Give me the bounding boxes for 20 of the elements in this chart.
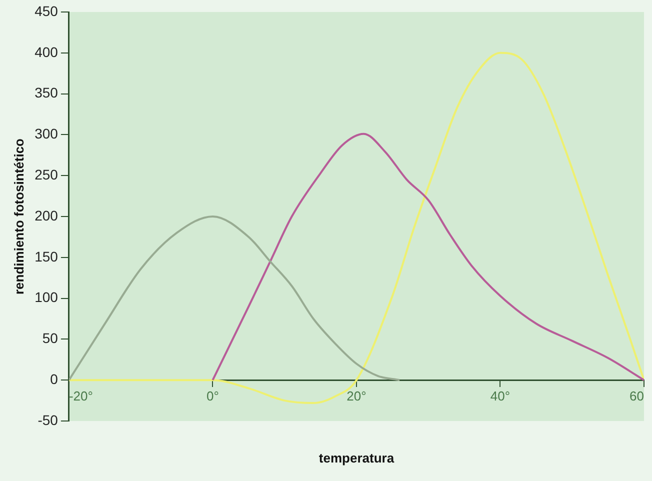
x-tick-label: 40° (490, 388, 510, 404)
line-series (68, 216, 401, 382)
line-series (212, 132, 644, 382)
y-tick-label: 350 (34, 84, 58, 101)
y-axis-title: rendimiento fotosintético (11, 138, 26, 294)
y-tick-label: 100 (34, 289, 58, 306)
y-tick-label: 450 (34, 2, 58, 19)
y-tick-label: 400 (34, 44, 58, 60)
y-tick-label: 250 (34, 166, 58, 182)
x-tick-label: 60 (630, 388, 644, 404)
y-tick-label: -50 (38, 412, 58, 428)
y-tick-label: 0 (50, 370, 58, 387)
y-tick-label: 150 (34, 248, 58, 264)
y-tick-label: 300 (34, 126, 58, 142)
x-tick-label: 0° (206, 388, 219, 404)
x-tick-label: -20° (68, 388, 93, 404)
x-axis-title: temperatura (318, 450, 395, 466)
y-tick-label: 200 (34, 207, 58, 224)
y-tick-label: 50 (42, 330, 58, 346)
x-tick-label: 20° (346, 388, 366, 404)
